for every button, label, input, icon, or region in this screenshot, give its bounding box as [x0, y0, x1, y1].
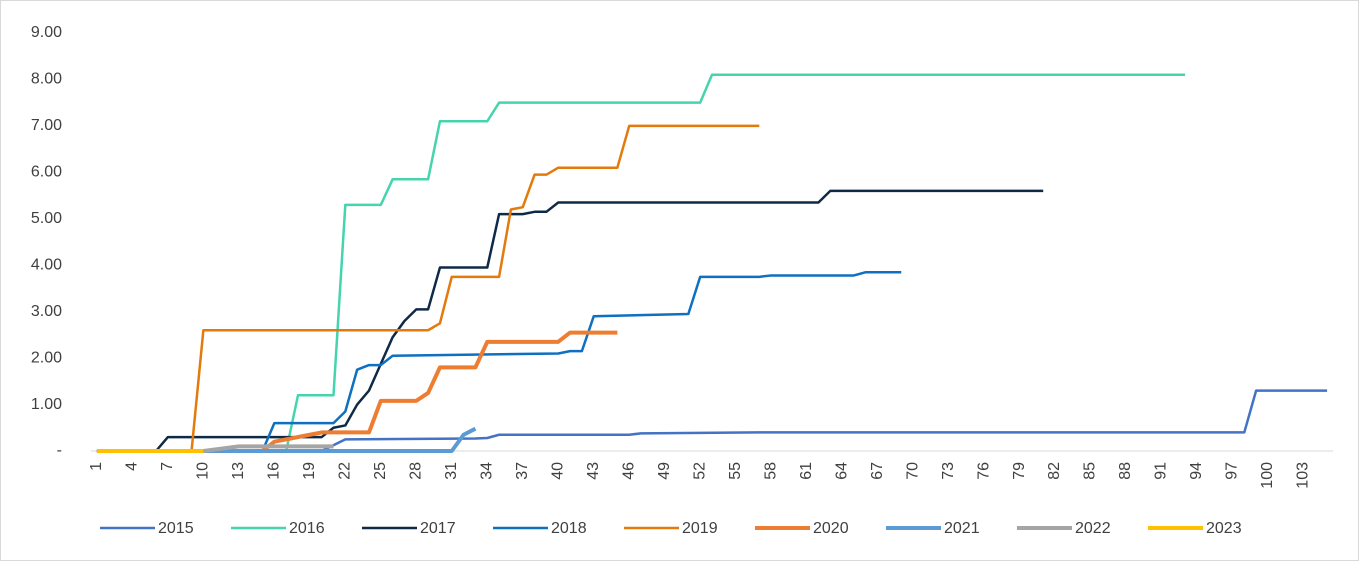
- x-tick-label: 7: [159, 462, 176, 471]
- y-tick-label: 5.00: [31, 210, 62, 227]
- y-tick-label: 8.00: [31, 71, 62, 88]
- x-tick-label: 46: [620, 462, 637, 480]
- x-tick-label: 25: [372, 462, 389, 480]
- x-tick-label: 4: [124, 462, 141, 471]
- x-tick-label: 91: [1153, 462, 1170, 480]
- x-tick-label: 10: [195, 462, 212, 480]
- x-tick-label: 52: [691, 462, 708, 480]
- legend-label: 2015: [158, 520, 194, 537]
- x-tick-label: 76: [975, 462, 992, 480]
- x-tick-label: 94: [1188, 462, 1205, 480]
- x-tick-label: 34: [478, 462, 495, 480]
- legend-label: 2016: [289, 520, 325, 537]
- series-line: [203, 426, 477, 453]
- x-tick-label: 1: [88, 462, 105, 471]
- x-tick-label: 19: [301, 462, 318, 480]
- x-tick-label: 64: [833, 462, 850, 480]
- y-tick-label: 9.00: [31, 24, 62, 41]
- x-tick-label: 85: [1082, 462, 1099, 480]
- x-tick-label: 16: [266, 462, 283, 480]
- legend-label: 2021: [944, 520, 980, 537]
- series-line: [96, 73, 1186, 453]
- legend-label: 2022: [1075, 520, 1111, 537]
- y-tick-label: 1.00: [31, 396, 62, 413]
- x-tick-label: 37: [514, 462, 531, 480]
- x-tick-label: 70: [904, 462, 921, 480]
- x-tick-label: 22: [337, 462, 354, 480]
- x-tick-label: 40: [549, 462, 566, 480]
- x-tick-label: 67: [869, 462, 886, 480]
- legend-label: 2019: [682, 520, 718, 537]
- x-tick-label: 82: [1046, 462, 1063, 480]
- x-tick-label: 49: [656, 462, 673, 480]
- series-line: [96, 389, 1328, 453]
- series-line: [203, 444, 334, 453]
- x-tick-label: 55: [727, 462, 744, 480]
- x-tick-label: 28: [408, 462, 425, 480]
- series-line: [96, 270, 902, 453]
- x-tick-label: 31: [443, 462, 460, 480]
- y-tick-label: 2.00: [31, 349, 62, 366]
- y-tick-label: -: [57, 442, 62, 459]
- x-tick-label: 103: [1295, 462, 1312, 489]
- series-line: [203, 330, 618, 453]
- legend-label: 2017: [420, 520, 456, 537]
- legend-label: 2023: [1206, 520, 1242, 537]
- x-tick-label: 100: [1259, 462, 1276, 489]
- series-line: [96, 124, 760, 453]
- x-tick-label: 58: [762, 462, 779, 480]
- legend-label: 2020: [813, 520, 849, 537]
- x-tick-label: 79: [1011, 462, 1028, 480]
- x-tick-label: 61: [798, 462, 815, 480]
- y-tick-label: 6.00: [31, 164, 62, 181]
- y-tick-label: 4.00: [31, 256, 62, 273]
- y-tick-label: 3.00: [31, 303, 62, 320]
- legend-label: 2018: [551, 520, 587, 537]
- y-tick-label: 7.00: [31, 117, 62, 134]
- x-tick-label: 43: [585, 462, 602, 480]
- x-tick-label: 97: [1224, 462, 1241, 480]
- x-tick-label: 88: [1117, 462, 1134, 480]
- x-tick-label: 73: [940, 462, 957, 480]
- x-tick-label: 13: [230, 462, 247, 480]
